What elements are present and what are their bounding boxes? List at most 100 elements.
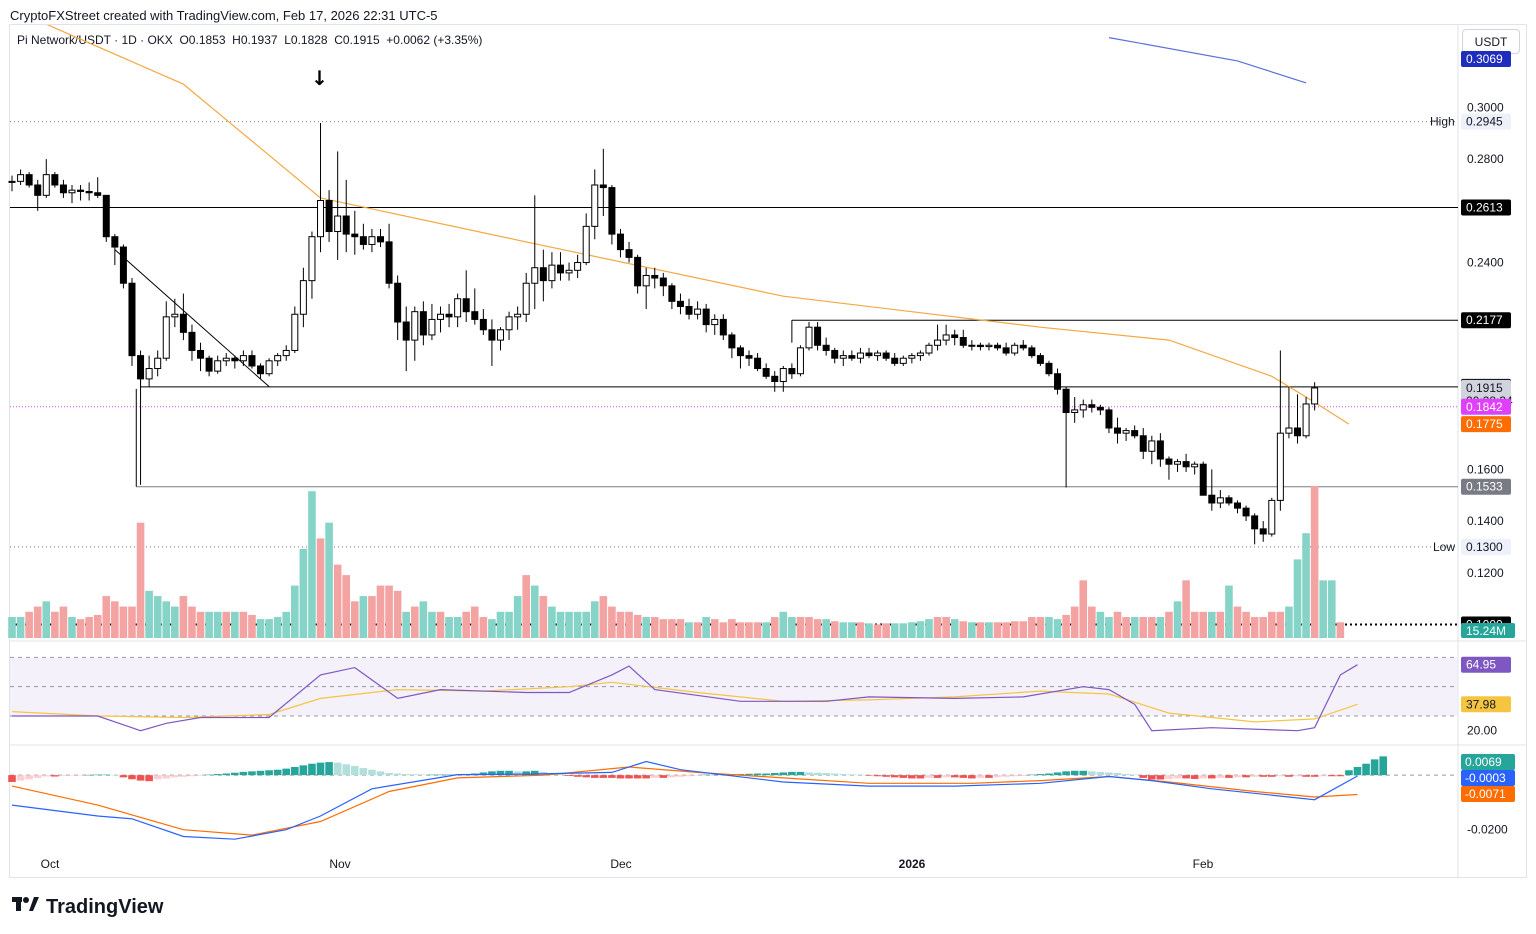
candle-body	[711, 318, 719, 326]
macd-histogram-bar	[659, 775, 668, 778]
candle-body	[308, 236, 316, 282]
candle-body	[1028, 347, 1036, 357]
candle-body	[891, 357, 899, 364]
candle-body	[479, 318, 487, 331]
candle-body	[1234, 502, 1242, 509]
macd-histogram-bar	[171, 775, 179, 778]
volume-bar	[1259, 617, 1268, 638]
volume-bar	[908, 622, 916, 638]
volume-bar	[968, 622, 976, 638]
tradingview-logo-icon	[12, 895, 40, 919]
macd-histogram-bar	[1379, 756, 1387, 776]
macd-histogram-bar	[8, 775, 16, 782]
candle-body	[265, 360, 273, 375]
volume-bar	[368, 596, 376, 638]
volume-bar	[813, 619, 822, 638]
volume-bar	[505, 611, 513, 638]
candle-body	[616, 233, 624, 251]
volume-bar	[565, 611, 573, 638]
macd-histogram-bar	[968, 775, 976, 779]
macd-histogram-bar	[650, 775, 659, 778]
volume-bar	[445, 617, 453, 638]
candle-body	[214, 360, 222, 372]
rsi-badge-text: 64.95	[1466, 658, 1496, 672]
volume-bar	[582, 611, 590, 638]
volume-bar	[162, 601, 171, 638]
volume-bar	[171, 606, 179, 638]
candle-body	[222, 357, 230, 362]
candle-body	[531, 267, 539, 284]
volume-bar	[16, 617, 25, 638]
volume-bar	[1199, 611, 1208, 638]
macd-histogram-bar	[1267, 775, 1276, 777]
volume-bar	[213, 611, 222, 638]
macd-histogram-bar	[85, 774, 93, 776]
chart-frame	[9, 24, 1527, 878]
macd-histogram-bar	[445, 774, 453, 776]
tradingview-logo[interactable]: TradingView	[12, 895, 163, 919]
candle-body	[1002, 347, 1010, 354]
macd-badge	[1461, 770, 1515, 786]
macd-histogram-bar	[925, 775, 933, 778]
volume-bar	[351, 601, 359, 638]
volume-bar	[239, 611, 248, 638]
volume-bar	[659, 619, 668, 638]
candle-body	[154, 357, 162, 370]
candle-body	[197, 349, 205, 359]
volume-bar	[1225, 585, 1233, 638]
macd-histogram-bar	[256, 770, 265, 776]
volume-bar	[1276, 611, 1285, 638]
volume-bar	[1327, 580, 1336, 638]
macd-histogram-bar	[625, 775, 633, 779]
volume-bar	[839, 622, 848, 638]
macd-histogram-bar	[1105, 772, 1113, 776]
volume-bar	[1036, 617, 1045, 638]
volume-bar	[273, 617, 282, 638]
price-axis-badge-text: 0.1842	[1466, 400, 1503, 414]
volume-bar	[333, 564, 342, 638]
volume-bar	[1285, 606, 1293, 638]
candle-body	[68, 189, 76, 194]
candle-body	[205, 357, 213, 372]
candle-body	[685, 306, 693, 315]
macd-histogram-bar	[573, 775, 582, 777]
macd-badge	[1461, 754, 1515, 770]
candle-body	[1225, 497, 1233, 504]
candle-body	[1131, 430, 1139, 437]
price-tick-label: 0.3000	[1467, 100, 1504, 114]
candle-body	[779, 368, 787, 382]
candle-body	[1011, 344, 1019, 354]
macd-histogram-bar	[299, 765, 308, 776]
volume-bar	[1096, 611, 1105, 638]
candle-body	[968, 344, 976, 347]
candle-body	[1122, 430, 1130, 434]
volume-bar	[736, 622, 745, 638]
volume-bar	[1070, 606, 1079, 638]
candle-body	[934, 339, 942, 346]
candle-body	[1251, 515, 1259, 530]
candle-body	[1216, 497, 1224, 504]
volume-bar	[650, 617, 659, 638]
macd-histogram-bar	[333, 762, 342, 776]
candle-body	[574, 262, 582, 271]
candle-body	[514, 313, 522, 318]
volume-bar	[753, 622, 762, 638]
volume-bar	[25, 611, 33, 638]
macd-histogram-bar	[745, 773, 753, 776]
macd-histogram-bar	[376, 771, 385, 776]
volume-bar	[93, 614, 102, 638]
candle-body	[385, 241, 393, 284]
volume-bar	[633, 614, 642, 638]
volume-bar	[668, 619, 676, 638]
candle-body	[377, 236, 385, 243]
macd-badge-text: -0.0003	[1465, 771, 1506, 785]
candle-body	[848, 355, 856, 359]
candle-body	[299, 280, 307, 315]
macd-histogram-bar	[813, 772, 822, 776]
candle-body	[496, 329, 504, 341]
volume-bar	[608, 606, 616, 638]
macd-histogram-bar	[162, 775, 171, 779]
price-axis-badge	[1461, 538, 1511, 555]
macd-histogram-bar	[693, 775, 702, 776]
